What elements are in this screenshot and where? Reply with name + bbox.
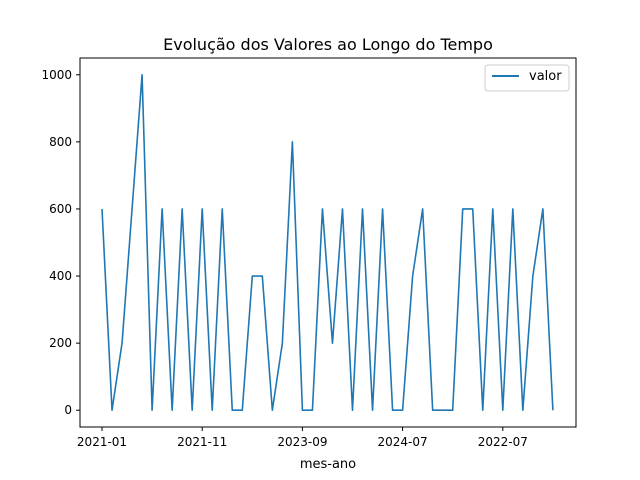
x-tick-label: 2022-07 [478, 435, 528, 449]
y-tick-label: 600 [49, 202, 72, 216]
chart-title: Evolução dos Valores ao Longo do Tempo [163, 35, 493, 54]
ticks-layer: 0 200 400 600 800 1000 2021-01 2021-11 2023-09 20… [41, 68, 527, 449]
series-layer [101, 73, 554, 412]
legend-box [484, 64, 570, 92]
x-axis-label: mes-ano [300, 457, 356, 472]
series-line-valor [101, 73, 554, 412]
legend: valor [484, 64, 570, 92]
x-tick-label: 2023-09 [277, 435, 327, 449]
plot-area-frame [79, 57, 577, 428]
legend-label: valor [529, 69, 562, 84]
y-tick-label: 400 [49, 269, 72, 283]
y-tick-label: 1000 [41, 68, 72, 82]
y-tick-label: 800 [49, 135, 72, 149]
x-tick-label: 2024-07 [378, 435, 428, 449]
y-tick-label: 200 [49, 336, 72, 350]
y-tick-label: 0 [64, 403, 72, 417]
x-tick-label: 2021-11 [177, 435, 227, 449]
x-tick-label: 2021-01 [77, 435, 127, 449]
